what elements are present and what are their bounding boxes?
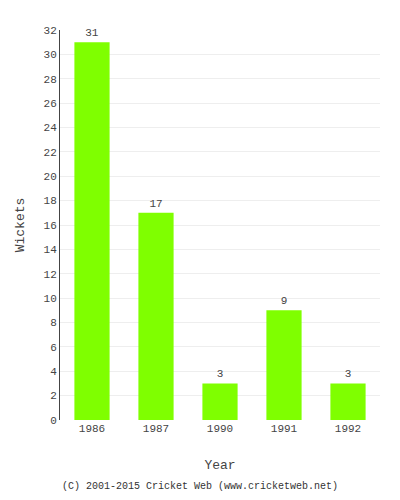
- svg-text:1987: 1987: [143, 423, 169, 435]
- svg-text:3: 3: [345, 368, 352, 380]
- svg-text:6: 6: [50, 342, 57, 354]
- svg-text:30: 30: [44, 49, 57, 61]
- svg-text:2: 2: [50, 390, 57, 402]
- svg-text:14: 14: [44, 244, 58, 256]
- svg-text:(C) 2001-2015 Cricket Web (www: (C) 2001-2015 Cricket Web (www.cricketwe…: [62, 481, 338, 492]
- svg-text:16: 16: [44, 220, 57, 232]
- svg-text:9: 9: [281, 295, 288, 307]
- svg-text:26: 26: [44, 98, 57, 110]
- svg-text:18: 18: [44, 195, 57, 207]
- svg-text:1990: 1990: [207, 423, 233, 435]
- svg-text:1991: 1991: [271, 423, 298, 435]
- svg-text:3: 3: [217, 368, 224, 380]
- svg-text:22: 22: [44, 147, 57, 159]
- svg-text:31: 31: [85, 27, 99, 39]
- svg-text:24: 24: [44, 122, 58, 134]
- svg-text:1992: 1992: [335, 423, 361, 435]
- svg-text:0: 0: [50, 415, 57, 427]
- svg-text:8: 8: [50, 317, 57, 329]
- svg-text:10: 10: [44, 293, 57, 305]
- svg-text:Wickets: Wickets: [13, 198, 28, 253]
- svg-text:32: 32: [44, 25, 57, 37]
- svg-text:Year: Year: [204, 458, 235, 473]
- svg-text:17: 17: [149, 198, 162, 210]
- svg-text:1986: 1986: [79, 423, 105, 435]
- svg-text:28: 28: [44, 74, 57, 86]
- svg-text:4: 4: [50, 366, 57, 378]
- svg-text:12: 12: [44, 269, 57, 281]
- svg-text:20: 20: [44, 171, 57, 183]
